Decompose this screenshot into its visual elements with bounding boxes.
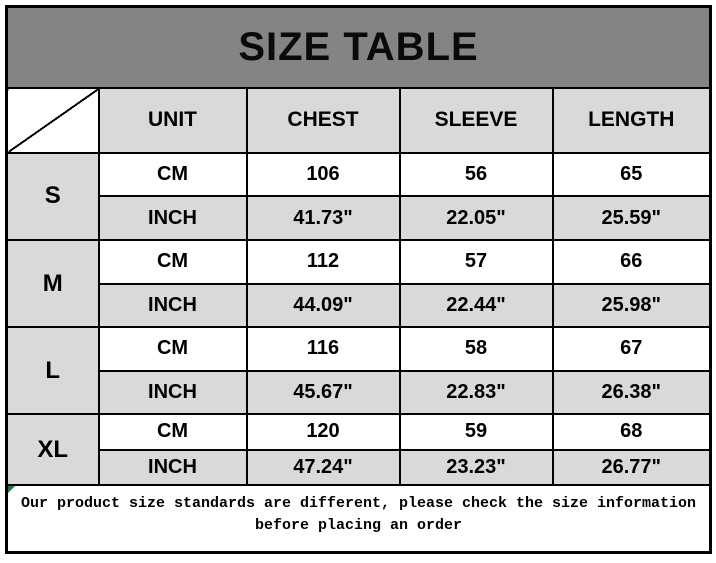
length-cell: 26.77" xyxy=(551,448,712,487)
column-header-sleeve: SLEEVE xyxy=(398,87,554,154)
chest-cell: 106 xyxy=(245,151,401,198)
table-row-l-cm: L CM 116 58 67 xyxy=(5,326,712,416)
column-header-length: LENGTH xyxy=(551,87,712,154)
unit-cell: CM xyxy=(97,326,248,372)
size-label-xl: XL xyxy=(5,413,100,487)
length-cell: 25.98" xyxy=(551,282,712,329)
sleeve-cell: 57 xyxy=(398,238,554,285)
unit-cell: INCH xyxy=(97,282,248,329)
column-header-unit: UNIT xyxy=(97,87,248,154)
footer-note-cell: Our product size standards are different… xyxy=(5,484,712,554)
chest-cell: 47.24" xyxy=(245,448,401,487)
length-cell: 26.38" xyxy=(551,369,712,416)
sleeve-cell: 22.44" xyxy=(398,282,554,329)
unit-cell: INCH xyxy=(97,195,248,241)
corner-diagonal-cell xyxy=(5,87,100,154)
sleeve-cell: 22.83" xyxy=(398,369,554,416)
table-row-m-inch: INCH 44.09" 22.44" 25.98" xyxy=(7,282,712,329)
table-row-m-cm: M CM 112 57 66 xyxy=(5,238,712,329)
sleeve-cell: 23.23" xyxy=(398,448,554,487)
length-cell: 67 xyxy=(551,326,712,372)
chest-cell: 45.67" xyxy=(245,369,401,416)
header-row: UNIT CHEST SLEEVE LENGTH xyxy=(5,87,712,154)
length-cell: 66 xyxy=(551,238,712,285)
size-label-m: M xyxy=(5,238,100,329)
chest-cell: 41.73" xyxy=(245,195,401,241)
unit-cell: INCH xyxy=(97,369,248,416)
column-header-chest: CHEST xyxy=(245,87,401,154)
table-row-l-inch: INCH 45.67" 22.83" 26.38" xyxy=(7,369,712,416)
title-row: SIZE TABLE xyxy=(5,5,712,90)
unit-cell: CM xyxy=(97,413,248,451)
unit-cell: INCH xyxy=(97,448,248,487)
chest-cell: 120 xyxy=(245,413,401,451)
green-corner-marker-icon xyxy=(8,487,15,494)
unit-cell: CM xyxy=(97,151,248,198)
table-row-s-cm: S CM 106 56 65 xyxy=(5,151,712,241)
unit-cell: CM xyxy=(97,238,248,285)
sleeve-cell: 59 xyxy=(398,413,554,451)
sleeve-cell: 58 xyxy=(398,326,554,372)
table-row-s-inch: INCH 41.73" 22.05" 25.59" xyxy=(7,195,712,241)
footer-row: Our product size standards are different… xyxy=(5,484,712,554)
chest-cell: 44.09" xyxy=(245,282,401,329)
table-row-xl-inch: INCH 47.24" 23.23" 26.77" xyxy=(7,448,712,487)
chest-cell: 112 xyxy=(245,238,401,285)
length-cell: 68 xyxy=(551,413,712,451)
length-cell: 25.59" xyxy=(551,195,712,241)
footer-note: Our product size standards are different… xyxy=(20,495,697,534)
sleeve-cell: 56 xyxy=(398,151,554,198)
size-table: SIZE TABLE UNIT CHEST SLEEVE LENGTH S CM… xyxy=(5,5,713,554)
sleeve-cell: 22.05" xyxy=(398,195,554,241)
chest-cell: 116 xyxy=(245,326,401,372)
size-table-page: SIZE TABLE UNIT CHEST SLEEVE LENGTH S CM… xyxy=(0,5,716,563)
size-label-l: L xyxy=(5,326,100,416)
length-cell: 65 xyxy=(551,151,712,198)
table-row-xl-cm: XL CM 120 59 68 xyxy=(5,413,712,487)
table-title: SIZE TABLE xyxy=(5,5,712,90)
size-label-s: S xyxy=(5,151,100,241)
